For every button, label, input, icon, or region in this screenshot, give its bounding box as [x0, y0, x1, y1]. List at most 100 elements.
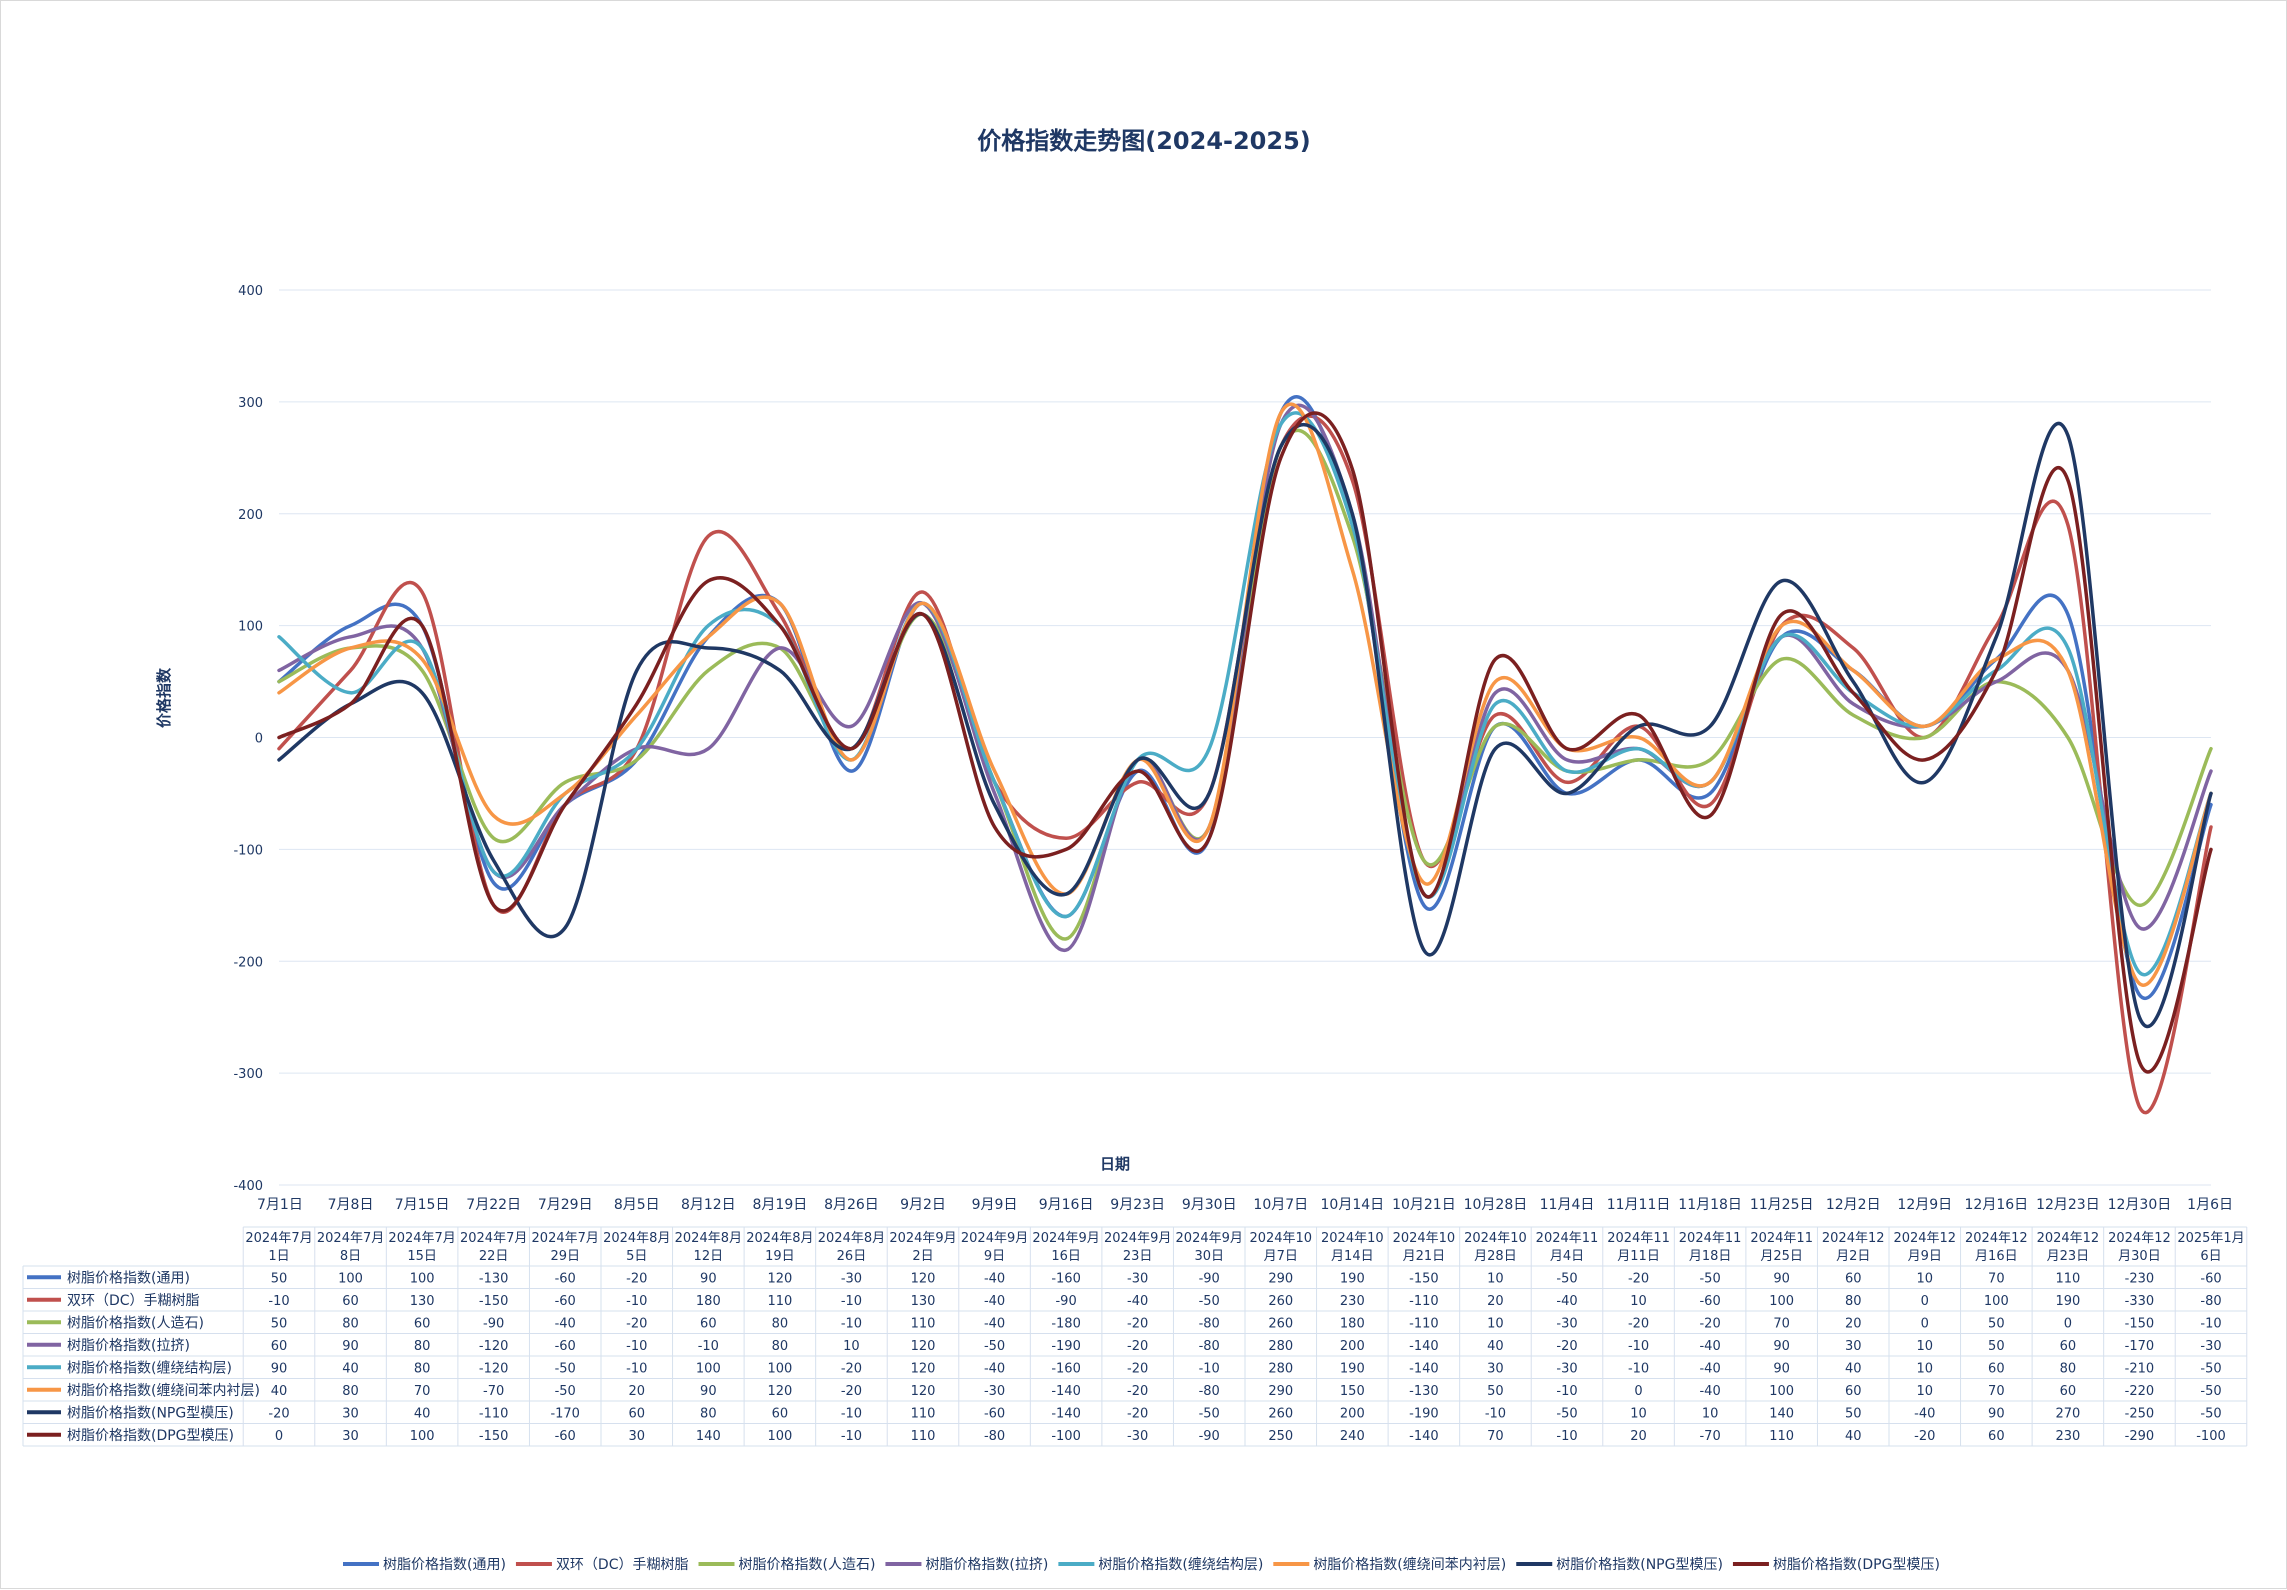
x-tick-label: 7月22日	[466, 1197, 521, 1213]
table-cell: -150	[2125, 1316, 2155, 1331]
table-cell: 260	[1268, 1406, 1293, 1421]
table-cell: -50	[1556, 1271, 1577, 1286]
y-tick-label: -100	[233, 843, 263, 858]
series-line	[277, 402, 2213, 987]
table-header-line1: 2024年10	[1393, 1231, 1456, 1246]
table-cell: -40	[1699, 1361, 1720, 1376]
table-cell: 190	[1340, 1271, 1365, 1286]
table-header-line1: 2024年8月	[603, 1231, 670, 1246]
table-header-line2: 29日	[550, 1249, 580, 1264]
table-cell: -130	[479, 1271, 509, 1286]
table-cell: 120	[911, 1339, 936, 1354]
table-cell: -60	[1699, 1294, 1720, 1309]
table-cell: 40	[1487, 1339, 1504, 1354]
table-cell: 60	[342, 1294, 359, 1309]
y-axis-label: 价格指数	[155, 667, 173, 728]
table-header-line2: 30日	[1194, 1249, 1224, 1264]
table-cell: -60	[555, 1294, 576, 1309]
table-cell: 50	[1487, 1384, 1504, 1399]
table-cell: 110	[911, 1429, 936, 1444]
table-cell: 10	[1917, 1271, 1934, 1286]
table-cell: 80	[1845, 1294, 1862, 1309]
series-line	[277, 411, 2213, 1074]
table-cell: 230	[1340, 1294, 1365, 1309]
y-tick-label: -400	[233, 1179, 263, 1194]
table-header-line2: 12日	[694, 1249, 724, 1264]
table-cell: 260	[1268, 1294, 1293, 1309]
table-header-line1: 2024年7月	[532, 1231, 599, 1246]
table-cell: 110	[911, 1316, 936, 1331]
table-header-line1: 2024年8月	[818, 1231, 885, 1246]
table-header-line1: 2025年1月	[2177, 1231, 2244, 1246]
table-cell: 40	[1845, 1429, 1862, 1444]
table-series-name: 树脂价格指数(缠绕间苯内衬层)	[67, 1382, 260, 1399]
table-cell: 90	[1773, 1361, 1790, 1376]
table-cell: 120	[911, 1271, 936, 1286]
x-tick-label: 11月18日	[1678, 1197, 1742, 1213]
table-cell: -140	[1409, 1429, 1439, 1444]
table-cell: 230	[2055, 1429, 2080, 1444]
data-table: 2024年7月 1日 2024年7月 8日 2024年7月 15日 2024年7月 22日 20…	[22, 1226, 2248, 1447]
table-cell: -90	[1199, 1271, 1220, 1286]
table-cell: 290	[1268, 1271, 1293, 1286]
table-cell: 80	[414, 1339, 431, 1354]
x-tick-label: 8月12日	[681, 1197, 736, 1213]
table-cell: 270	[2055, 1406, 2080, 1421]
table-cell: 90	[1773, 1339, 1790, 1354]
table-cell: 200	[1340, 1339, 1365, 1354]
table-cell: -80	[1199, 1316, 1220, 1331]
table-header-line2: 月30日	[2118, 1249, 2161, 1264]
table-cell: 260	[1268, 1316, 1293, 1331]
table-cell: 130	[911, 1294, 936, 1309]
table-header-line1: 2024年11	[1607, 1231, 1670, 1246]
table-header-line1: 2024年8月	[675, 1231, 742, 1246]
table-header-line2: 8日	[340, 1249, 361, 1264]
table-cell: -30	[2200, 1339, 2221, 1354]
x-tick-label: 12月2日	[1826, 1197, 1881, 1213]
table-cell: -10	[1199, 1361, 1220, 1376]
table-header-line1: 2024年7月	[317, 1231, 384, 1246]
table-cell: 60	[700, 1316, 717, 1331]
table-cell: -110	[479, 1406, 509, 1421]
table-cell: 90	[271, 1361, 288, 1376]
x-tick-label: 11月11日	[1607, 1197, 1671, 1213]
table-cell: 10	[1630, 1406, 1647, 1421]
table-cell: 50	[1988, 1339, 2005, 1354]
table-cell: 90	[342, 1339, 359, 1354]
table-header-line1: 2024年10	[1321, 1231, 1384, 1246]
table-cell: 70	[1988, 1271, 2005, 1286]
table-cell: 0	[1921, 1294, 1929, 1309]
table-header-line1: 2024年9月	[1176, 1231, 1243, 1246]
table-cell: 100	[338, 1271, 363, 1286]
table-series-name: 树脂价格指数(拉挤)	[67, 1338, 190, 1354]
table-cell: 30	[1845, 1339, 1862, 1354]
table-cell: 90	[700, 1271, 717, 1286]
table-cell: -20	[841, 1361, 862, 1376]
table-cell: -40	[1127, 1294, 1148, 1309]
table-header-line2: 月7日	[1264, 1249, 1298, 1264]
table-cell: 0	[1634, 1384, 1642, 1399]
table-cell: 60	[1988, 1429, 2005, 1444]
table-cell: -20	[626, 1316, 647, 1331]
x-tick-label: 7月29日	[538, 1197, 593, 1213]
x-tick-label: 12月9日	[1897, 1197, 1952, 1213]
table-cell: -10	[1628, 1339, 1649, 1354]
x-tick-label: 7月15日	[395, 1197, 450, 1213]
table-cell: 0	[2064, 1316, 2072, 1331]
table-header-line2: 23日	[1123, 1249, 1153, 1264]
table-cell: -40	[1914, 1406, 1935, 1421]
table-cell: 280	[1268, 1339, 1293, 1354]
table-cell: -10	[2200, 1316, 2221, 1331]
table-cell: -120	[479, 1339, 509, 1354]
table-cell: -80	[984, 1429, 1005, 1444]
y-tick-label: 0	[255, 732, 263, 747]
table-cell: 30	[629, 1429, 646, 1444]
table-cell: 60	[1845, 1384, 1862, 1399]
table-cell: -40	[984, 1316, 1005, 1331]
y-tick-label: 400	[238, 284, 263, 299]
table-header-line2: 月14日	[1331, 1249, 1374, 1264]
table-cell: -60	[555, 1429, 576, 1444]
table-cell: 40	[414, 1406, 431, 1421]
table-header-line1: 2024年9月	[961, 1231, 1028, 1246]
